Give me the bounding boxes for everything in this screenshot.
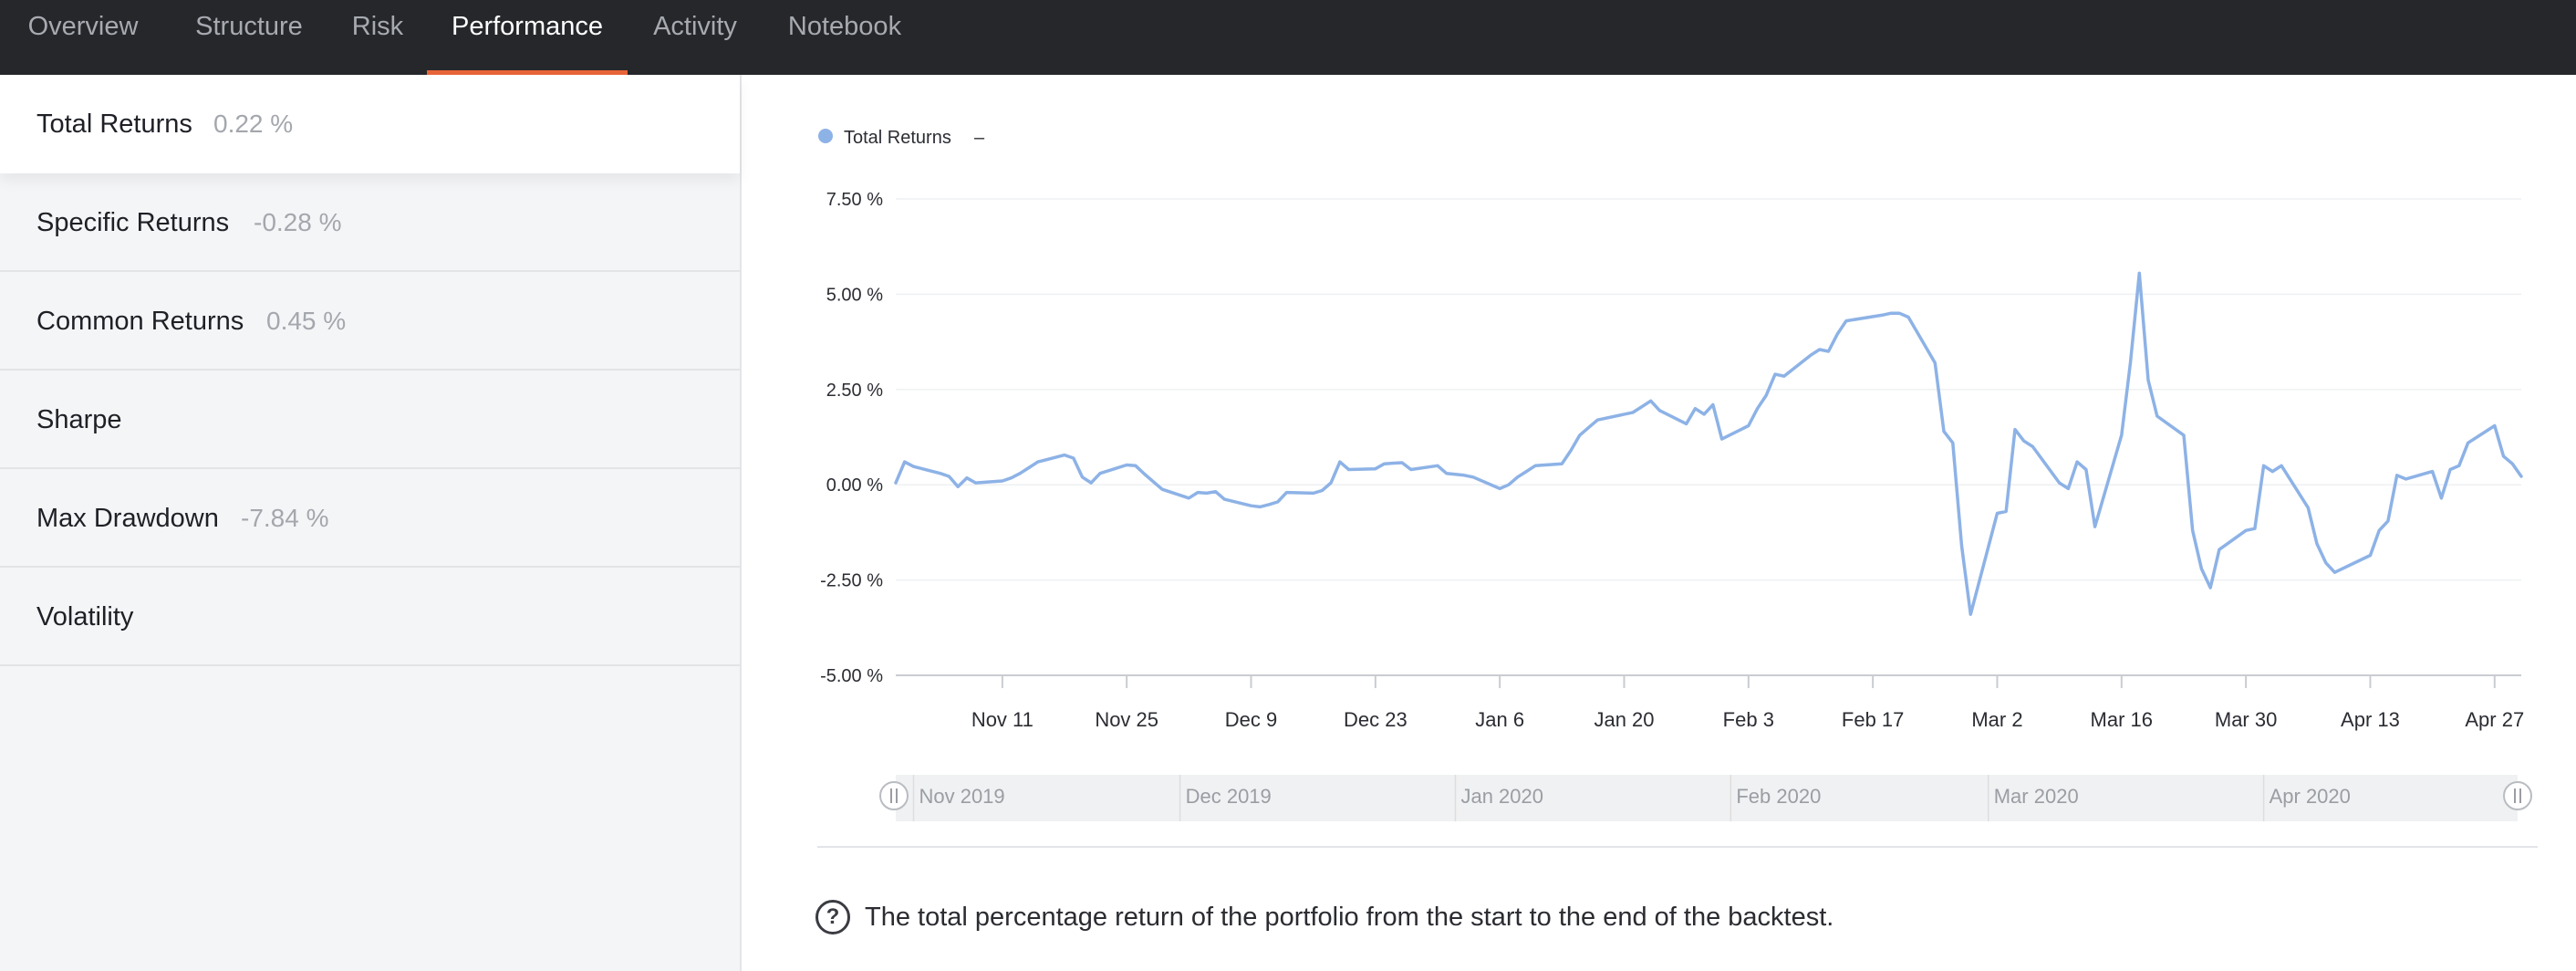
metric-label: Max Drawdown bbox=[36, 504, 219, 533]
metrics-sidebar: Total Returns 0.22 % Specific Returns -0… bbox=[0, 75, 742, 971]
navigator-month-label: Nov 2019 bbox=[919, 785, 1004, 808]
y-tick-label: -5.00 % bbox=[820, 666, 883, 686]
metric-common-returns[interactable]: Common Returns 0.45 % bbox=[0, 272, 740, 371]
navigator-labels: Nov 2019 Dec 2019 Jan 2020 Feb 2020 Mar 2020… bbox=[912, 775, 2351, 821]
x-tick-label: Feb 3 bbox=[1723, 708, 1774, 731]
range-navigator[interactable]: Nov 2019 Dec 2019 Jan 2020 Feb 2020 Mar 2020… bbox=[817, 775, 2538, 848]
navigator-month-label: Dec 2019 bbox=[1186, 785, 1272, 808]
active-tab-indicator bbox=[427, 70, 628, 75]
metric-label: Total Returns bbox=[36, 110, 192, 139]
navigator-left-handle[interactable] bbox=[879, 781, 909, 810]
x-tick-label: Apr 27 bbox=[2465, 708, 2524, 731]
metric-label: Sharpe bbox=[36, 405, 122, 434]
metric-label: Common Returns bbox=[36, 307, 244, 336]
y-tick-label: 2.50 % bbox=[826, 381, 883, 401]
metric-total-returns[interactable]: Total Returns 0.22 % bbox=[0, 75, 740, 173]
metric-value: -0.28 % bbox=[254, 208, 342, 236]
y-tick-label: 0.00 % bbox=[826, 475, 883, 496]
x-tick-label: Mar 30 bbox=[2215, 708, 2277, 731]
x-tick-label: Mar 16 bbox=[2091, 708, 2153, 731]
metric-description: ? The total percentage return of the por… bbox=[815, 897, 1833, 937]
tab-performance[interactable]: Performance bbox=[427, 0, 628, 75]
metric-value: 0.45 % bbox=[266, 307, 347, 335]
y-tick-label: -2.50 % bbox=[820, 571, 883, 591]
x-tick-label: Nov 11 bbox=[971, 708, 1034, 731]
legend-swatch bbox=[818, 129, 833, 143]
x-tick-label: Mar 2 bbox=[1971, 708, 2022, 731]
tab-activity[interactable]: Activity bbox=[653, 12, 737, 41]
x-tick-label: Apr 13 bbox=[2341, 708, 2400, 731]
metric-max-drawdown[interactable]: Max Drawdown -7.84 % bbox=[0, 469, 740, 568]
x-tick-label: Jan 20 bbox=[1594, 708, 1654, 731]
series-line-total-returns bbox=[894, 271, 2523, 616]
y-tick-label: 5.00 % bbox=[826, 285, 883, 305]
metric-value: 0.22 % bbox=[213, 110, 294, 138]
chart-legend[interactable]: Total Returns – bbox=[818, 128, 985, 148]
navigator-month-label: Feb 2020 bbox=[1736, 785, 1821, 808]
y-tick-label: 7.50 % bbox=[826, 190, 883, 210]
legend-value: – bbox=[974, 128, 985, 148]
x-tick-label: Dec 9 bbox=[1225, 708, 1277, 731]
metric-sharpe[interactable]: Sharpe bbox=[0, 371, 740, 469]
help-icon[interactable]: ? bbox=[815, 900, 850, 934]
x-tick-label: Jan 6 bbox=[1475, 708, 1524, 731]
legend-label: Total Returns bbox=[844, 128, 951, 148]
x-axis-ticks: Nov 11 Nov 25 Dec 9 Dec 23 Jan 6 Jan 20 Feb 3 F… bbox=[971, 675, 2524, 731]
x-tick-label: Dec 23 bbox=[1344, 708, 1407, 731]
navigator-month-label: Jan 2020 bbox=[1460, 785, 1543, 808]
navigator-track bbox=[896, 775, 2518, 821]
tab-notebook[interactable]: Notebook bbox=[787, 12, 902, 41]
tab-risk[interactable]: Risk bbox=[351, 12, 404, 41]
x-tick-label: Nov 25 bbox=[1095, 708, 1158, 731]
metric-value: -7.84 % bbox=[241, 504, 329, 532]
gridlines bbox=[896, 198, 2521, 581]
y-axis-ticks: 7.50 % 5.00 % 2.50 % 0.00 % -2.50 % -5.00 % bbox=[820, 190, 883, 686]
navigator-right-handle[interactable] bbox=[2503, 781, 2532, 810]
metric-label: Volatility bbox=[36, 602, 134, 632]
metric-specific-returns[interactable]: Specific Returns -0.28 % bbox=[0, 173, 740, 272]
tab-overview[interactable]: Overview bbox=[27, 12, 139, 41]
description-text: The total percentage return of the portf… bbox=[865, 902, 1834, 932]
navigator-month-label: Mar 2020 bbox=[1994, 785, 2079, 808]
top-nav: Overview Structure Risk Performance Acti… bbox=[0, 0, 2576, 75]
metric-volatility[interactable]: Volatility bbox=[0, 568, 740, 666]
tab-structure[interactable]: Structure bbox=[195, 12, 303, 41]
metric-label: Specific Returns bbox=[36, 208, 230, 237]
navigator-month-label: Apr 2020 bbox=[2270, 785, 2351, 808]
x-tick-label: Feb 17 bbox=[1842, 708, 1905, 731]
